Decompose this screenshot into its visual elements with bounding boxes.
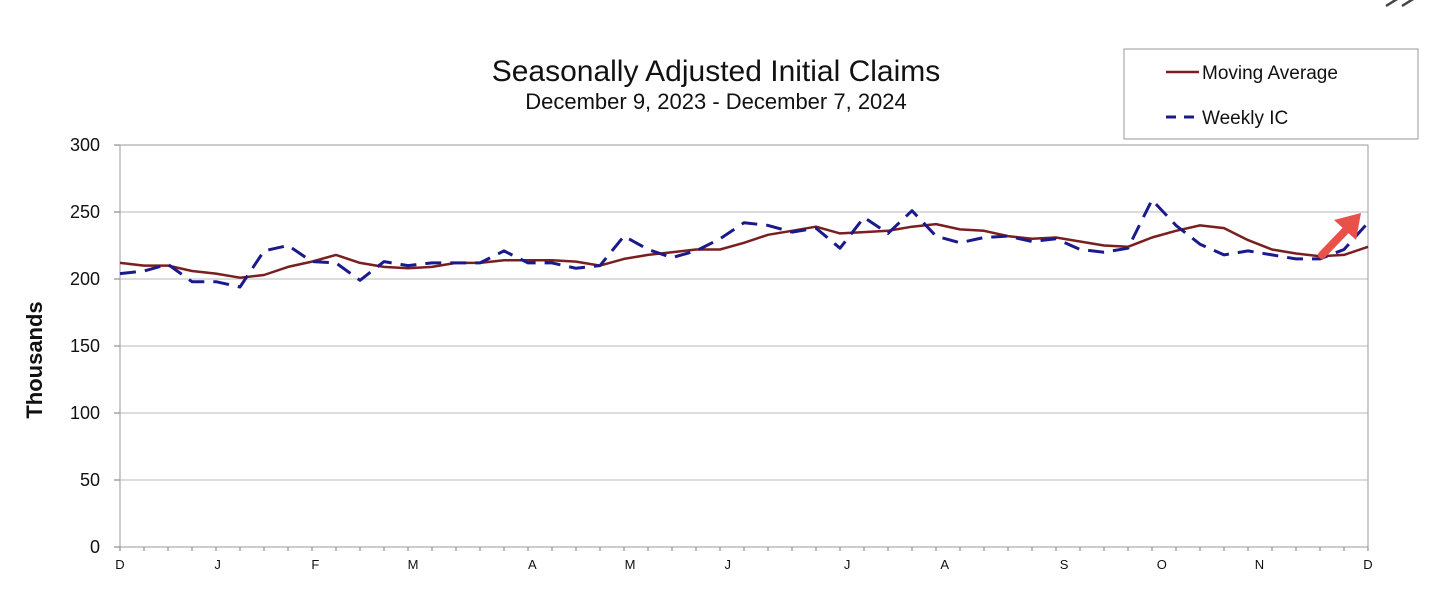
x-tick-label: N [1255,557,1264,572]
x-tick-label: J [724,557,731,572]
trend-arrow-shaft [1318,226,1350,259]
x-tick-label: A [528,557,537,572]
series-line-weekly-ic [119,198,1370,289]
y-tick-label: 50 [80,470,100,490]
x-tick-label: D [1363,557,1372,572]
x-tick-label: J [844,557,851,572]
x-tick-label: F [311,557,319,572]
y-tick-label: 150 [70,336,100,356]
x-tick-label: M [625,557,636,572]
y-tick-label: 0 [90,537,100,557]
x-tick-label: A [940,557,949,572]
x-tick-label: D [115,557,124,572]
trend-arrow-head [1334,213,1361,240]
x-tick-label: J [214,557,221,572]
legend: Moving Average Weekly IC [1123,48,1419,140]
x-tick-label: M [408,557,419,572]
y-tick-label: 250 [70,202,100,222]
legend-box [1123,48,1419,140]
legend-label-moving-average: Moving Average [1202,63,1338,84]
trend-arrow-annotation [1318,213,1361,259]
gridlines [120,211,1368,481]
y-tick-label: 300 [70,135,100,155]
x-tick-label: S [1060,557,1069,572]
y-tick-label: 200 [70,269,100,289]
chart-subtitle: December 9, 2023 - December 7, 2024 [525,89,907,114]
x-tick-label: O [1157,557,1167,572]
series-line-moving-average [119,222,1369,279]
y-tick-label: 100 [70,403,100,423]
plot-frame [119,144,1369,548]
y-axis-label: Thousands [22,301,47,418]
legend-label-weekly-ic: Weekly IC [1202,108,1288,129]
y-axis-ticks: 0 50 100 150 200 250 300 [70,135,120,557]
chart-title: Seasonally Adjusted Initial Claims [492,55,941,88]
close-icon[interactable] [1385,0,1418,8]
series-lines [119,198,1370,289]
